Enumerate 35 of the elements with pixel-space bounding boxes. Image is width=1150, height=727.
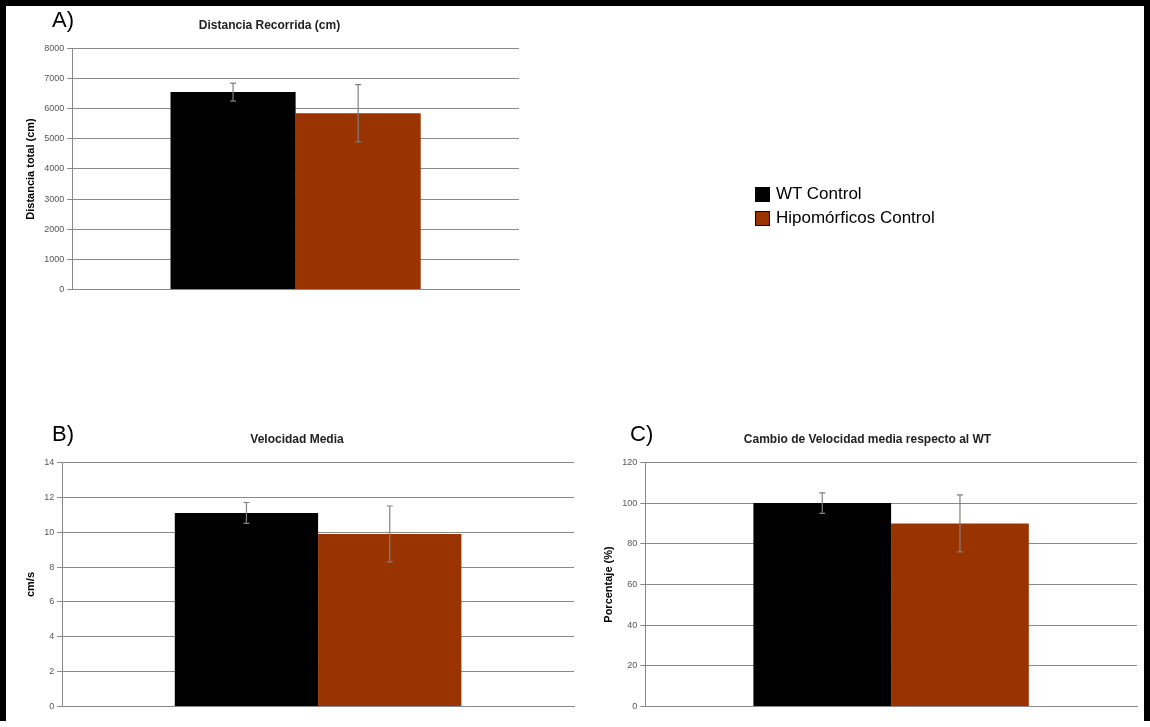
y-tick-label: 40 — [627, 619, 638, 630]
y-axis-title: cm/s — [23, 571, 36, 598]
y-tick-label: 10 — [44, 526, 55, 537]
y-tick-label: 2000 — [44, 223, 65, 234]
y-tick-label: 14 — [44, 456, 55, 467]
y-tick-label: 2 — [49, 666, 55, 677]
y-tick-label: 6 — [49, 596, 55, 607]
y-tick-label: 8000 — [44, 42, 65, 53]
y-axis-title: Porcentaje (%) — [601, 545, 614, 623]
y-tick-label: 60 — [627, 578, 638, 589]
chart-title: Cambio de Velocidad media respecto al WT — [743, 431, 992, 446]
y-tick-label: 1000 — [44, 253, 65, 264]
chart-title: Velocidad Media — [250, 431, 344, 446]
y-tick-label: 0 — [632, 701, 638, 712]
text: A) — [52, 7, 74, 33]
y-tick-label: 6000 — [44, 103, 65, 114]
y-tick-label: 7000 — [44, 73, 65, 84]
y-tick-label: 5000 — [44, 133, 65, 144]
y-tick-label: 4000 — [44, 163, 65, 174]
y-tick-label: 0 — [59, 284, 65, 295]
y-tick-label: 80 — [627, 538, 638, 549]
y-axis-title: Distancia total (cm) — [23, 117, 36, 220]
y-tick-label: 4 — [49, 631, 55, 642]
legend-label: Hipomórficos Control — [776, 208, 935, 228]
y-tick-label: 3000 — [44, 193, 65, 204]
y-tick-label: 120 — [622, 456, 638, 467]
text: C) — [630, 421, 654, 447]
chart-title: Distancia Recorrida (cm) — [198, 17, 341, 32]
y-tick-label: 20 — [627, 660, 638, 671]
legend-label: WT Control — [776, 184, 862, 204]
y-tick-label: 8 — [49, 561, 55, 572]
y-tick-label: 12 — [44, 491, 55, 502]
y-tick-label: 100 — [622, 497, 638, 508]
y-tick-label: 0 — [49, 701, 55, 712]
text: B) — [52, 421, 74, 447]
